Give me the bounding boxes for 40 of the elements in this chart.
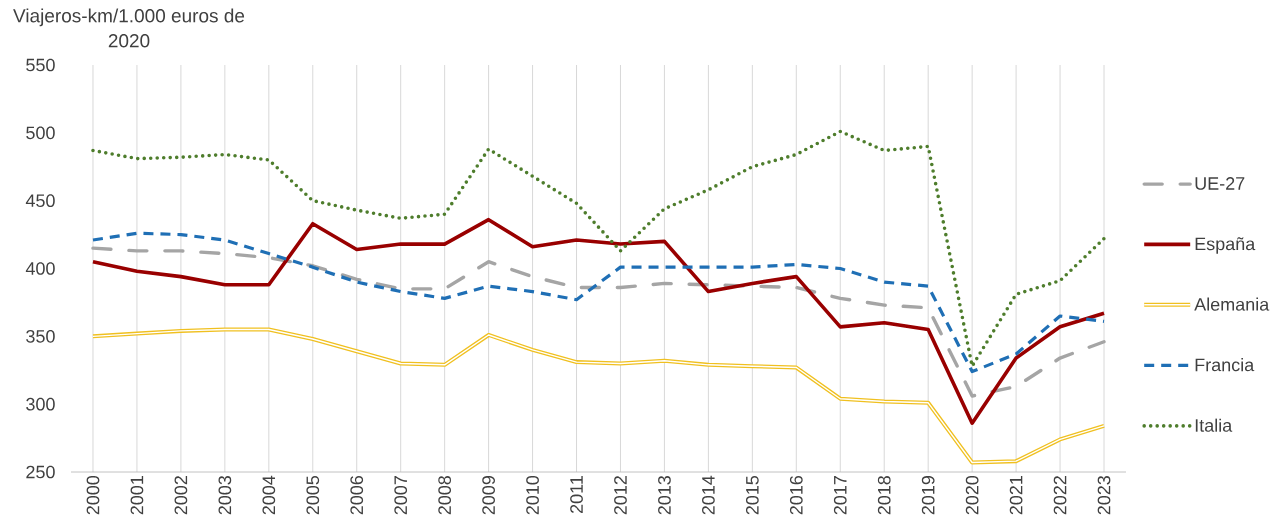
x-tick-label: 2008 xyxy=(438,475,452,515)
legend-label: España xyxy=(1195,237,1256,254)
x-tick-label: 2017 xyxy=(833,476,847,515)
x-tick-label: 2002 xyxy=(174,476,188,515)
y-tick-label: 350 xyxy=(26,329,55,343)
x-tick-label: 2016 xyxy=(789,476,803,515)
x-tick-label: 2004 xyxy=(262,475,276,515)
x-tick-label: 2022 xyxy=(1053,476,1067,515)
line-series xyxy=(91,246,1106,398)
x-tick-label: 2023 xyxy=(1097,476,1111,515)
legend-label: Alemania xyxy=(1194,297,1270,311)
line-series xyxy=(90,327,1107,465)
x-tick-label: 2005 xyxy=(306,475,320,515)
x-tick-label: 2011 xyxy=(570,476,583,513)
line-series xyxy=(91,217,1106,425)
x-tick-label: 2006 xyxy=(350,476,364,515)
x-tick-label: 2019 xyxy=(921,476,935,515)
y-tick-label: 500 xyxy=(26,126,55,140)
x-tick-label: 2009 xyxy=(482,476,495,515)
y-tick-label: 400 xyxy=(25,262,55,275)
y-tick-label: 300 xyxy=(26,397,55,411)
y-tick-label: 450 xyxy=(25,194,55,208)
x-tick-label: 2021 xyxy=(1009,476,1023,515)
y-tick-label: 550 xyxy=(26,58,55,72)
x-tick-label: 2000 xyxy=(86,475,100,515)
x-tick-label: 2014 xyxy=(702,475,715,515)
x-tick-label: 2020 xyxy=(965,475,979,515)
legend-label: Francia xyxy=(1195,358,1255,372)
x-tick-label: 2012 xyxy=(614,476,627,515)
y-tick-label: 250 xyxy=(26,465,55,479)
y-axis-title: Viajeros-km/1.000 euros de 2020 xyxy=(13,8,245,48)
legend-label: Italia xyxy=(1195,418,1233,432)
x-tick-label: 2015 xyxy=(745,475,759,515)
x-tick-label: 2001 xyxy=(130,476,144,515)
x-tick-label: 2013 xyxy=(658,476,671,515)
x-tick-label: 2003 xyxy=(218,476,232,515)
x-tick-label: 2018 xyxy=(877,475,891,515)
x-tick-label: 2007 xyxy=(394,476,408,515)
legend-label: UE-27 xyxy=(1195,177,1245,190)
x-tick-label: 2010 xyxy=(526,475,539,515)
